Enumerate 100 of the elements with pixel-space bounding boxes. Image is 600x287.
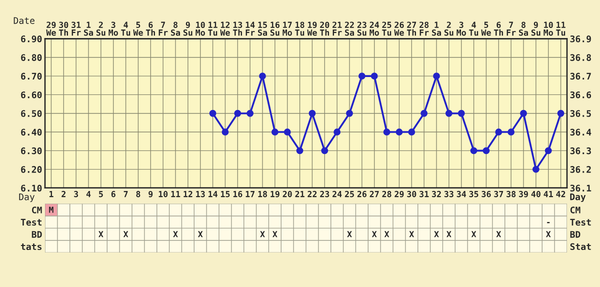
x2-tick-label: 23 Su [357,22,366,36]
y2-tick-label: 36.9 [570,35,591,42]
point [520,110,527,117]
x2-tick-label: 11 Tu [556,22,566,36]
x-tick-label: 38 [506,190,516,198]
point [334,128,341,136]
y2-tick-label: 36.6 [570,91,592,98]
point [358,72,366,80]
x-tick-label: 26 [357,190,366,198]
x2-tick-label: 30 Th [58,22,68,36]
y-tick-label: 6.60 [21,91,42,98]
text: X [198,231,203,238]
x2-tick-label: 9 Su [531,22,540,36]
x-tick-label: 20 [282,190,292,198]
x-tick-label: 9 [148,190,153,198]
x2-tick-label: 14 Fr [246,22,255,36]
y2-tick-label: 36.7 [570,72,591,80]
x-tick-label: 10 [158,190,168,198]
x2-tick-label: 7 Fr [158,22,168,36]
x2-tick-label: 16 Su [270,22,280,36]
point [482,147,490,154]
x2-tick-label: 25 Tu [382,22,392,36]
text: X [347,231,352,238]
x-tick-label: 15 [220,191,230,198]
x-tick-label: 25 [344,190,354,198]
y2-tick-label: CM [570,206,580,214]
x2-tick-label: 10 Mo [196,22,205,36]
x2-tick-label: 22 Sa [344,22,354,36]
x2-tick-label: 21 Fr [332,22,342,36]
x2-tick-label: 8 Sa [519,22,528,36]
y2-tick-label: Test [570,218,591,226]
x2-tick-label: 28 Fr [420,22,429,36]
x-tick-label: 12 [184,190,192,198]
point [408,128,416,136]
point [420,110,428,117]
x-tick-label: 36 [482,190,491,198]
text: X [173,231,178,238]
x-tick-label: 40 [531,190,540,198]
text: X [372,231,377,238]
x-tick-label: 7 [124,191,128,198]
text: - [547,222,550,224]
point [271,128,278,136]
x2-tick-label: 26 We [394,22,404,36]
x-tick-label: 11 [171,191,180,198]
x2-tick-label: 4 Tu [469,22,478,36]
x2-tick-label: 20 Th [320,22,330,36]
x-tick-label: 32 [432,190,441,198]
y-tick-label: 6.40 [21,128,42,136]
y-tick-label: BD [32,231,42,238]
point [445,110,452,117]
x2-tick-label: 29 We [46,22,56,36]
x-tick-label: 33 [444,190,454,198]
x2-tick-label: 10 Mo [544,22,553,36]
x-tick-label: 31 [420,190,429,198]
text: X [434,231,439,238]
x-tick-label: 3 [74,190,78,198]
x-tick-label: 28 [382,190,392,198]
x2-tick-label: 5 We [481,22,491,36]
y-tick-label: 6.20 [21,166,42,173]
text: X [384,231,390,238]
y2-tick-label: 36.4 [570,128,592,136]
point [508,128,515,136]
y2-tick-label: 36.1 [570,184,592,192]
x-tick-label: 35 [469,190,478,198]
text: X [123,231,128,238]
text: X [98,231,104,238]
x2-tick-label: 11 Tu [208,22,218,36]
x-tick-label: 29 [394,190,404,198]
point [370,72,378,80]
x2-tick-label: 17 Mo [282,22,292,36]
text: Day [19,194,35,202]
text: X [260,231,265,238]
x2-tick-label: 3 Mo [108,22,118,36]
x-tick-label: 14 [208,191,218,198]
x2-tick-label: 27 Th [406,22,416,36]
x2-tick-label: 2 Su [444,22,454,36]
y-tick-label: CM [32,206,42,214]
x-tick-label: 27 [370,190,379,198]
x2-tick-label: 13 Th [232,22,242,36]
x2-tick-label: 19 We [307,22,317,36]
point [433,72,440,80]
x2-tick-label: 8 Sa [171,22,180,36]
y2-tick-label: 36.3 [570,147,591,154]
point [209,110,216,117]
x2-tick-label: 18 Tu [295,22,304,36]
point [383,128,390,136]
x2-tick-label: 2 Su [96,22,106,36]
point [246,110,254,117]
x2-tick-label: 5 We [133,22,143,36]
y-tick-label: 6.90 [21,35,42,42]
point [396,128,403,136]
x-tick-label: 13 [196,190,205,198]
x-tick-label: 42 [556,190,566,198]
point [532,166,540,173]
x-tick-label: 19 [270,190,280,198]
x2-tick-label: 1 Sa [432,22,442,36]
y-tick-label: 6.30 [21,147,42,154]
x2-tick-label: 4 Tu [121,22,130,36]
point [222,128,229,136]
x2-tick-label: 6 Th [494,22,503,36]
